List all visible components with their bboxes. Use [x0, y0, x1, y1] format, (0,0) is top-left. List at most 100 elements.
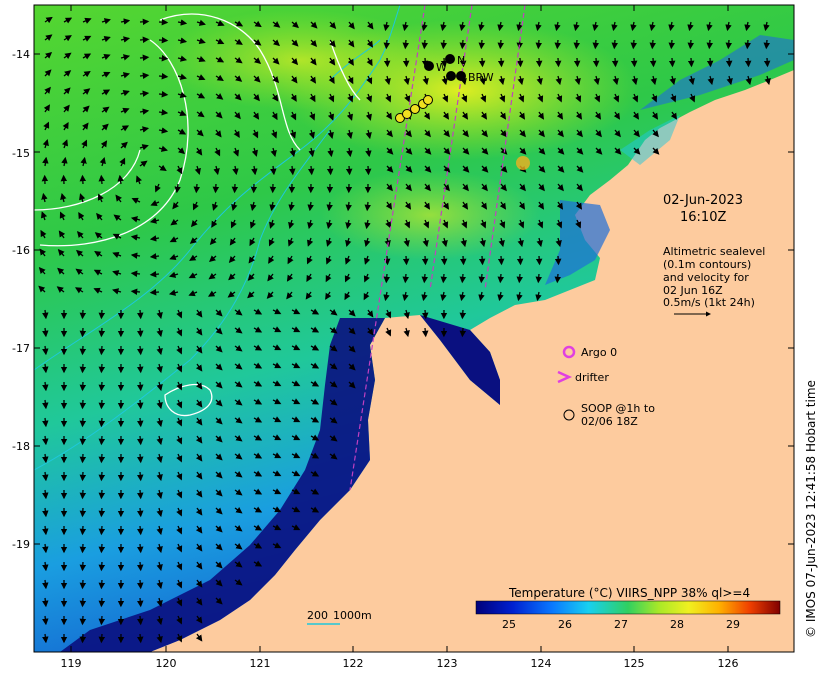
velocity-arrow: [149, 235, 160, 242]
velocity-arrow: [61, 156, 68, 167]
velocity-arrow: [575, 111, 583, 120]
velocity-arrow: [98, 345, 106, 356]
velocity-arrow: [215, 525, 223, 533]
velocity-arrow: [176, 489, 183, 499]
velocity-arrow: [247, 291, 255, 299]
velocity-arrow: [385, 309, 392, 319]
velocity-arrow: [234, 345, 243, 352]
velocity-arrow: [459, 21, 466, 32]
velocity-arrow: [40, 229, 47, 239]
velocity-arrow: [253, 344, 263, 351]
velocity-arrow: [328, 57, 336, 66]
velocity-arrow: [42, 327, 49, 338]
velocity-arrow: [215, 417, 223, 425]
velocity-arrow: [440, 39, 447, 50]
velocity-arrow: [79, 633, 87, 644]
velocity-arrow: [328, 93, 335, 103]
velocity-arrow: [652, 147, 660, 155]
velocity-arrow: [177, 147, 185, 155]
velocity-arrow: [269, 219, 276, 229]
velocity-arrow: [98, 174, 105, 185]
velocity-arrow: [195, 507, 203, 516]
velocity-arrow: [421, 39, 428, 50]
velocity-arrow: [149, 271, 160, 278]
velocity-arrow: [170, 218, 179, 226]
velocity-arrow: [195, 363, 203, 372]
velocity-arrow: [195, 309, 203, 318]
lat-tick-label: -18: [12, 440, 30, 453]
velocity-arrow: [195, 597, 203, 606]
velocity-arrow: [421, 291, 428, 302]
velocity-arrow: [687, 57, 695, 68]
lat-tick-label: -16: [12, 244, 30, 257]
velocity-arrow: [195, 381, 203, 390]
velocity-arrow: [234, 363, 243, 370]
velocity-arrow: [234, 525, 243, 532]
velocity-arrow: [271, 129, 278, 139]
velocity-arrow: [196, 19, 206, 26]
velocity-arrow: [462, 147, 470, 155]
velocity-arrow: [234, 309, 243, 316]
velocity-arrow: [82, 122, 89, 131]
velocity-arrow: [62, 121, 69, 131]
velocity-arrow: [744, 57, 752, 68]
velocity-arrow: [234, 543, 243, 550]
velocity-arrow: [271, 111, 278, 121]
velocity-arrow: [480, 219, 487, 229]
velocity-arrow: [462, 183, 469, 192]
velocity-arrow: [516, 273, 523, 284]
velocity-arrow: [573, 57, 581, 68]
velocity-arrow: [82, 17, 92, 24]
velocity-arrow: [443, 183, 450, 192]
velocity-arrow: [291, 416, 301, 423]
velocity-arrow: [535, 57, 543, 68]
velocity-arrow: [363, 291, 370, 301]
velocity-arrow: [176, 543, 183, 553]
velocity-arrow: [234, 561, 243, 568]
satellite-tracks: [349, 4, 526, 491]
velocity-arrow: [234, 38, 243, 45]
velocity-arrow: [44, 69, 52, 77]
velocity-arrow: [764, 75, 771, 86]
velocity-arrow: [364, 201, 371, 212]
velocity-arrow: [310, 380, 320, 387]
velocity-arrow: [345, 201, 352, 212]
velocity-arrow: [763, 57, 771, 68]
velocity-arrow: [518, 111, 526, 120]
velocity-arrow: [614, 129, 621, 138]
velocity-arrow: [442, 93, 449, 103]
velocity-arrow: [234, 327, 243, 334]
velocity-arrow: [215, 597, 223, 605]
velocity-arrow: [139, 90, 150, 97]
velocity-arrow: [75, 268, 84, 276]
velocity-arrow: [176, 309, 183, 319]
velocity-arrow: [575, 93, 582, 103]
velocity-arrow: [74, 287, 84, 294]
velocity-arrow: [42, 489, 49, 500]
velocity-arrow: [115, 194, 122, 203]
velocity-arrow: [135, 175, 142, 185]
velocity-arrow: [272, 542, 282, 549]
velocity-arrow: [97, 193, 104, 203]
legend-argo: Argo 0: [581, 346, 617, 359]
velocity-arrow: [423, 201, 431, 210]
velocity-arrow: [137, 507, 144, 518]
legend-soop-line2: 02/06 18Z: [581, 415, 638, 428]
velocity-arrow: [519, 129, 526, 138]
velocity-arrow: [267, 273, 274, 282]
velocity-arrow: [212, 201, 219, 211]
velocity-arrow: [440, 57, 448, 68]
velocity-arrow: [215, 327, 223, 335]
velocity-arrow: [497, 21, 504, 32]
altimetry-line: (0.1m contours): [663, 258, 751, 271]
velocity-arrow: [101, 36, 111, 43]
velocity-arrow: [120, 54, 131, 61]
velocity-arrow: [253, 75, 261, 83]
velocity-arrow: [310, 488, 320, 495]
velocity-arrow: [554, 273, 561, 284]
velocity-arrow: [307, 219, 314, 230]
velocity-arrow: [98, 597, 106, 608]
velocity-arrow: [137, 633, 144, 644]
velocity-arrow: [172, 201, 179, 210]
